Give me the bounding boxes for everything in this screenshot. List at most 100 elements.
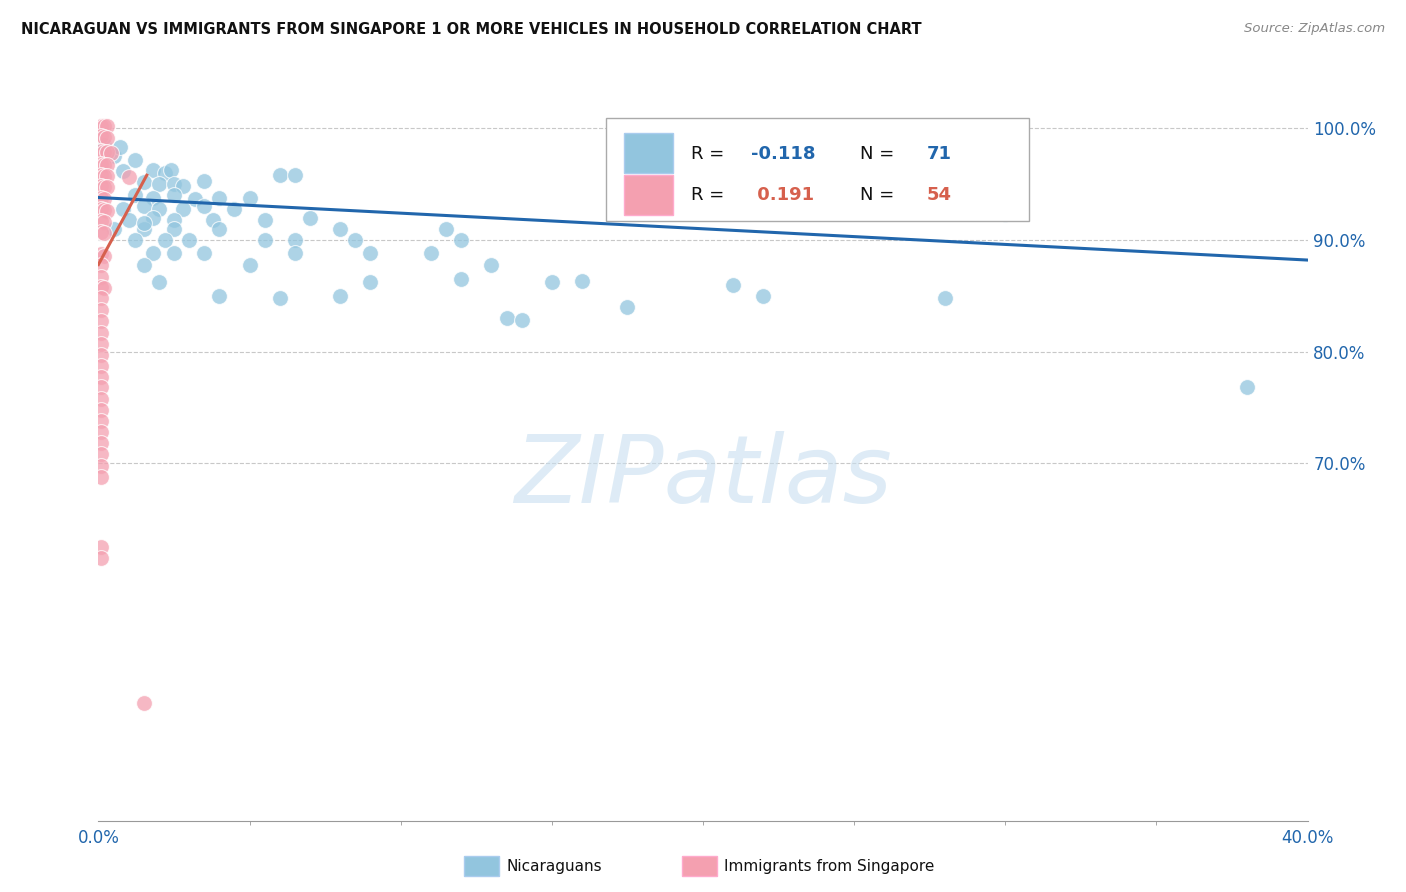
Point xyxy=(329,289,352,303)
Point xyxy=(90,144,112,158)
Text: -0.118: -0.118 xyxy=(751,145,815,162)
Point xyxy=(132,258,155,272)
Point xyxy=(269,168,291,182)
Point xyxy=(153,166,176,180)
Point xyxy=(90,280,112,294)
Point xyxy=(208,289,231,303)
Point xyxy=(1236,380,1258,394)
Point xyxy=(90,179,112,194)
Point xyxy=(96,145,118,159)
Point xyxy=(344,233,367,247)
Text: Immigrants from Singapore: Immigrants from Singapore xyxy=(724,859,935,873)
Point xyxy=(93,202,115,217)
Point xyxy=(163,212,186,227)
Point xyxy=(90,425,112,439)
Point xyxy=(93,169,115,184)
Point xyxy=(193,199,215,213)
Point xyxy=(90,314,112,328)
Point xyxy=(420,246,443,260)
Point xyxy=(90,247,112,261)
Point xyxy=(142,162,165,177)
Point xyxy=(329,221,352,235)
Point xyxy=(90,370,112,384)
Point xyxy=(132,216,155,230)
Point xyxy=(90,269,112,284)
Point xyxy=(90,129,112,144)
Point xyxy=(124,153,146,167)
Point xyxy=(132,199,155,213)
Point xyxy=(90,303,112,318)
Point xyxy=(93,215,115,229)
Point xyxy=(96,203,118,218)
Point xyxy=(253,233,276,247)
Text: Source: ZipAtlas.com: Source: ZipAtlas.com xyxy=(1244,22,1385,36)
Point xyxy=(90,414,112,428)
Point xyxy=(193,246,215,260)
Point xyxy=(148,177,170,191)
Point xyxy=(90,214,112,228)
Point xyxy=(723,277,745,292)
Point xyxy=(752,289,775,303)
Point xyxy=(90,202,112,216)
Point xyxy=(172,179,194,194)
Point xyxy=(124,188,146,202)
Point xyxy=(90,359,112,373)
Point xyxy=(360,246,382,260)
Point xyxy=(90,157,112,171)
Text: ZIPatlas: ZIPatlas xyxy=(515,432,891,523)
Point xyxy=(100,145,122,160)
Point xyxy=(495,311,517,326)
Point xyxy=(108,140,131,154)
Point xyxy=(90,326,112,340)
FancyBboxPatch shape xyxy=(624,133,673,173)
Point xyxy=(96,119,118,133)
Point xyxy=(179,233,201,247)
Point xyxy=(90,540,112,554)
Point xyxy=(208,221,231,235)
Point xyxy=(934,291,956,305)
Point xyxy=(93,281,115,295)
Point xyxy=(90,225,112,239)
Point xyxy=(132,175,155,189)
Text: 71: 71 xyxy=(927,145,952,162)
Point xyxy=(184,192,207,206)
Point xyxy=(103,221,125,235)
Point xyxy=(142,246,165,260)
Point xyxy=(90,551,112,566)
Point xyxy=(96,169,118,184)
Point xyxy=(202,212,225,227)
Point xyxy=(540,276,562,290)
Point xyxy=(132,221,155,235)
Point xyxy=(90,469,112,483)
FancyBboxPatch shape xyxy=(624,175,673,215)
Point xyxy=(148,276,170,290)
Point xyxy=(90,190,112,204)
Point xyxy=(284,233,307,247)
Text: R =: R = xyxy=(690,186,730,204)
Point xyxy=(90,291,112,305)
Point xyxy=(450,233,472,247)
Point xyxy=(96,158,118,172)
Text: Nicaraguans: Nicaraguans xyxy=(506,859,602,873)
Point xyxy=(284,168,307,182)
Point xyxy=(163,188,186,202)
Text: N =: N = xyxy=(860,186,900,204)
Point xyxy=(124,233,146,247)
Point xyxy=(90,447,112,461)
Point xyxy=(93,130,115,145)
Point xyxy=(142,211,165,225)
Point xyxy=(163,246,186,260)
Point xyxy=(90,380,112,394)
Point xyxy=(142,190,165,204)
Point xyxy=(93,249,115,263)
Point xyxy=(160,162,183,177)
Point xyxy=(208,190,231,204)
Point xyxy=(434,221,457,235)
Text: 54: 54 xyxy=(927,186,952,204)
Point xyxy=(616,300,638,314)
Point xyxy=(90,458,112,473)
Point xyxy=(994,207,1017,221)
Point xyxy=(93,226,115,240)
Point xyxy=(90,436,112,450)
Point xyxy=(224,202,246,216)
